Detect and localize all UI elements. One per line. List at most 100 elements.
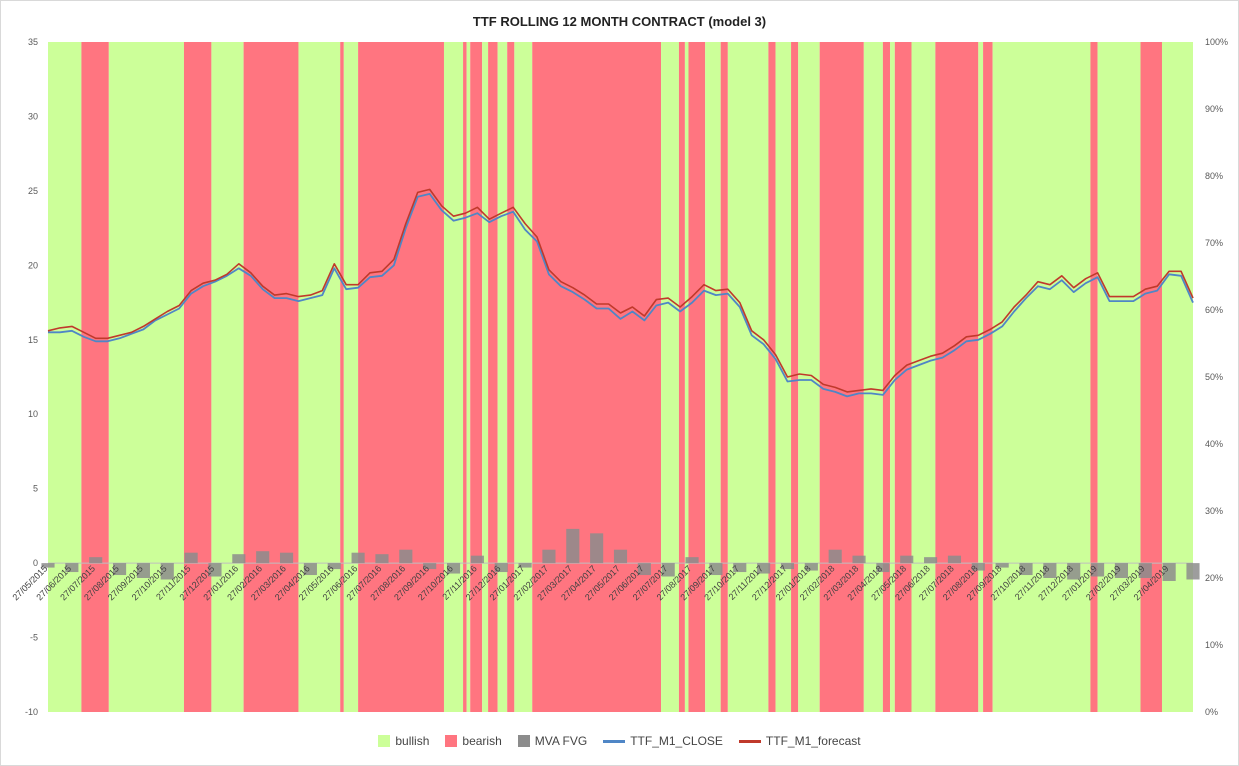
mva-fvg-bar — [65, 563, 79, 573]
regime-band-bullish — [514, 42, 533, 712]
regime-band-bullish — [992, 42, 1091, 712]
regime-band-bearish — [470, 42, 483, 712]
left-tick-label: 15 — [28, 335, 38, 345]
regime-band-bearish — [720, 42, 728, 712]
mva-fvg-bar — [995, 563, 1009, 568]
left-tick-label: -10 — [25, 707, 38, 717]
regime-band-bearish — [983, 42, 993, 712]
mva-fvg-bar — [1019, 563, 1033, 576]
mva-fvg-bar — [375, 554, 389, 564]
regime-band-bullish — [343, 42, 359, 712]
price-lines — [47, 188, 1194, 398]
mva-fvg-bar — [446, 563, 461, 574]
regime-band-bullish — [466, 42, 471, 712]
regime-band-bearish — [488, 42, 498, 712]
regime-band-bullish — [727, 42, 769, 712]
regime-band-bullish — [978, 42, 984, 712]
mva-fvg-bar — [590, 533, 604, 564]
regime-band-bearish — [358, 42, 444, 712]
legend-swatch-close — [603, 739, 626, 743]
regime-band-bullish — [48, 42, 82, 712]
mva-fvg-bar — [852, 555, 866, 564]
mva-fvg-bar — [1091, 563, 1105, 577]
left-tick-label: -5 — [30, 633, 38, 643]
left-tick-label: 35 — [28, 37, 38, 47]
mva-fvg-bar — [733, 563, 747, 573]
mva-fvg-bars — [41, 528, 1200, 581]
mva-fvg-bar — [780, 563, 795, 570]
legend-label-bullish: bullish — [395, 734, 430, 748]
regime-band-bearish — [819, 42, 864, 712]
mva-fvg-bar — [900, 555, 914, 564]
mva-fvg-bar — [518, 563, 532, 568]
right-tick-label: 0% — [1205, 707, 1218, 717]
mva-fvg-bar — [971, 563, 985, 571]
mva-fvg-bar — [542, 549, 556, 564]
left-tick-label: 5 — [33, 484, 38, 494]
right-tick-label: 50% — [1205, 372, 1223, 382]
mva-fvg-bar — [89, 557, 103, 564]
mva-fvg-bar — [113, 563, 127, 576]
mva-fvg-bar — [399, 549, 413, 564]
chart-title: TTF ROLLING 12 MONTH CONTRACT (model 3) — [472, 14, 767, 29]
right-tick-label: 70% — [1205, 238, 1223, 248]
regime-band-bearish — [678, 42, 685, 712]
right-tick-label: 60% — [1205, 305, 1223, 315]
legend-label-mva-fvg: MVA FVG — [534, 734, 588, 748]
left-axis-ticks: -10 -5 0 5 10 15 20 25 30 35 — [25, 37, 38, 717]
regime-band-bearish — [768, 42, 776, 712]
mva-fvg-bar — [303, 563, 317, 576]
series-line-ttf-m1-forecast — [47, 188, 1194, 393]
regime-band-bearish — [532, 42, 662, 712]
regime-band-bullish — [798, 42, 820, 712]
mva-fvg-bar — [208, 563, 222, 577]
legend-label-bearish: bearish — [462, 734, 502, 748]
regime-band-bearish — [791, 42, 799, 712]
regime-band-bullish — [684, 42, 689, 712]
regime-band-bullish — [1097, 42, 1141, 712]
legend-item-forecast: TTF_M1_forecast — [738, 734, 861, 748]
right-tick-label: 10% — [1205, 640, 1223, 650]
right-tick-label: 90% — [1205, 104, 1223, 114]
mva-fvg-bar — [351, 552, 365, 564]
legend-item-bearish: bearish — [445, 734, 502, 748]
regime-band-bearish — [935, 42, 979, 712]
right-tick-label: 30% — [1205, 506, 1223, 516]
mva-fvg-bar — [279, 552, 294, 564]
mva-fvg-bar — [566, 528, 580, 564]
mva-fvg-bar — [947, 555, 962, 564]
mva-fvg-bar — [1043, 563, 1057, 578]
regime-band-bullish — [108, 42, 184, 712]
regime-band-bullish — [298, 42, 341, 712]
regime-band-bullish — [705, 42, 721, 712]
legend-swatch-bullish — [378, 735, 391, 747]
legend-swatch-mva-fvg — [517, 735, 530, 747]
mva-fvg-bar — [327, 563, 341, 570]
mva-fvg-bar — [876, 563, 890, 573]
regime-band-bullish — [661, 42, 679, 712]
legend-swatch-forecast — [738, 739, 761, 743]
mva-fvg-bar — [494, 563, 508, 573]
legend-item-bullish: bullish — [378, 734, 429, 748]
right-tick-label: 20% — [1205, 573, 1223, 583]
left-tick-label: 30 — [28, 111, 38, 121]
mva-fvg-bar — [41, 563, 55, 568]
right-tick-label: 40% — [1205, 439, 1223, 449]
mva-fvg-bar — [685, 557, 699, 564]
left-tick-label: 20 — [28, 260, 38, 270]
regime-band-bearish — [81, 42, 109, 712]
left-tick-label: 0 — [33, 558, 38, 568]
mva-fvg-bar — [184, 552, 198, 564]
legend: bullish bearish MVA FVG TTF_M1_CLOSE TTF… — [0, 734, 1239, 748]
series-line-ttf-m1-close — [48, 192, 1194, 398]
regime-band-bearish — [1090, 42, 1098, 712]
mva-fvg-bar — [828, 549, 842, 564]
legend-swatch-bearish — [445, 735, 458, 747]
mva-fvg-bar — [1114, 563, 1128, 578]
regime-bands — [48, 42, 1193, 712]
mva-fvg-bar — [136, 563, 150, 578]
regime-band-bullish — [1161, 42, 1193, 712]
mva-fvg-bar — [1138, 563, 1152, 578]
regime-band-bullish — [497, 42, 508, 712]
